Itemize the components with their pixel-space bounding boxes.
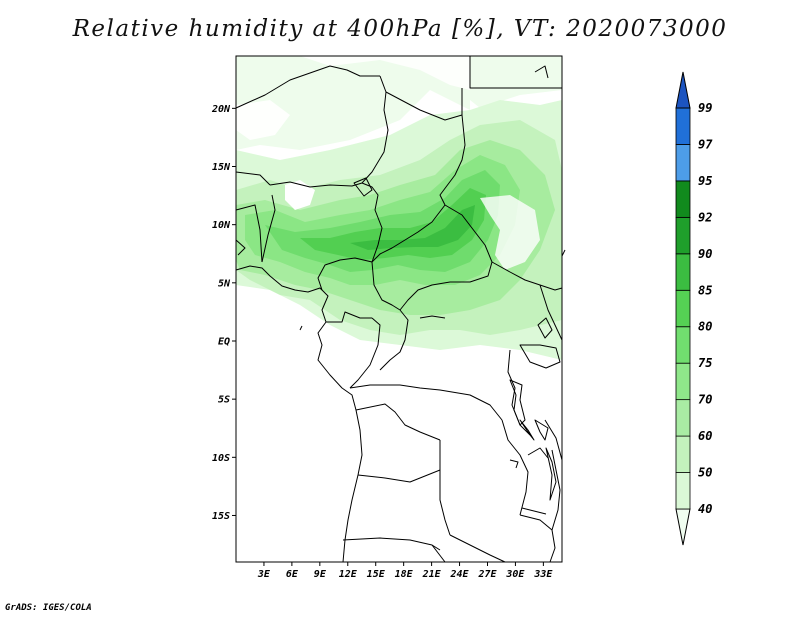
lon-tick-label: 15E bbox=[367, 569, 386, 580]
colorbar-bin bbox=[675, 508, 691, 546]
lat-tick-label: 5N bbox=[218, 278, 231, 289]
colorbar-label: 99 bbox=[698, 101, 712, 115]
colorbar-bin bbox=[675, 180, 691, 218]
lat-tick-label: 10S bbox=[212, 453, 230, 464]
colorbar-bin bbox=[675, 435, 691, 473]
latitude-axis: 20N 15N 10N 5N EQ 5S 10S 15S bbox=[211, 104, 236, 522]
colorbar-label: 90 bbox=[698, 247, 712, 261]
lon-tick-label: 33E bbox=[533, 569, 553, 580]
lat-tick-label: 15N bbox=[212, 162, 231, 173]
lat-tick-label: 20N bbox=[211, 104, 231, 115]
colorbar-bin bbox=[675, 253, 691, 291]
colorbar-bin bbox=[675, 326, 691, 364]
colorbar-bin bbox=[675, 107, 691, 145]
colorbar-bin bbox=[675, 144, 691, 182]
colorbar-bin bbox=[675, 472, 691, 510]
lon-tick-label: 12E bbox=[339, 569, 358, 580]
grads-credit: GrADS: IGES/COLA bbox=[5, 603, 92, 613]
colorbar-label: 60 bbox=[698, 429, 712, 443]
colorbar-label: 40 bbox=[698, 502, 712, 516]
lat-tick-label: EQ bbox=[218, 336, 230, 347]
lon-tick-label: 27E bbox=[477, 569, 497, 580]
colorbar-label: 75 bbox=[698, 356, 712, 370]
colorbar-bin bbox=[675, 71, 691, 109]
colorbar-label: 97 bbox=[698, 137, 713, 151]
lon-tick-label: 24E bbox=[450, 569, 470, 580]
colorbar-label: 85 bbox=[698, 283, 712, 297]
colorbar-label: 70 bbox=[698, 393, 712, 407]
lon-tick-label: 18E bbox=[395, 569, 414, 580]
rh-dry-patch bbox=[480, 195, 540, 270]
lat-tick-label: 5S bbox=[218, 395, 230, 406]
country-borders bbox=[235, 56, 566, 563]
colorbar: 40 50 60 70 75 80 85 90 92 95 97 99 bbox=[675, 71, 713, 546]
rh-dry-patch bbox=[236, 100, 290, 140]
colorbar-label: 95 bbox=[698, 174, 712, 188]
rh-dry-patch bbox=[236, 56, 470, 90]
lon-tick-label: 21E bbox=[422, 569, 442, 580]
rh-dry-patch bbox=[285, 180, 315, 210]
rh-dry-south bbox=[236, 298, 562, 562]
colorbar-label: 92 bbox=[698, 210, 712, 224]
colorbar-bin bbox=[675, 216, 691, 255]
colorbar-label: 80 bbox=[698, 320, 712, 334]
lon-tick-label: 3E bbox=[257, 569, 271, 580]
lat-tick-label: 10N bbox=[212, 220, 231, 231]
colorbar-bin bbox=[675, 399, 691, 437]
humidity-field bbox=[236, 56, 562, 562]
rh-contour-90 bbox=[350, 205, 475, 250]
colorbar-label: 50 bbox=[698, 466, 712, 480]
lat-tick-label: 15S bbox=[212, 511, 230, 522]
rh-contour-40 bbox=[236, 56, 470, 150]
colorbar-bin bbox=[675, 289, 691, 328]
map-frame bbox=[235, 55, 563, 563]
rh-contour-40 bbox=[470, 56, 562, 108]
longitude-axis: 3E 6E 9E 12E 15E 18E 21E 24E 27E 30E 33E bbox=[257, 562, 553, 580]
map-title: Relative humidity at 400hPa [%], VT: 202… bbox=[72, 16, 728, 42]
lon-tick-label: 9E bbox=[314, 569, 327, 580]
lon-tick-label: 6E bbox=[286, 569, 299, 580]
colorbar-bin bbox=[675, 362, 691, 401]
lon-tick-label: 30E bbox=[505, 569, 525, 580]
